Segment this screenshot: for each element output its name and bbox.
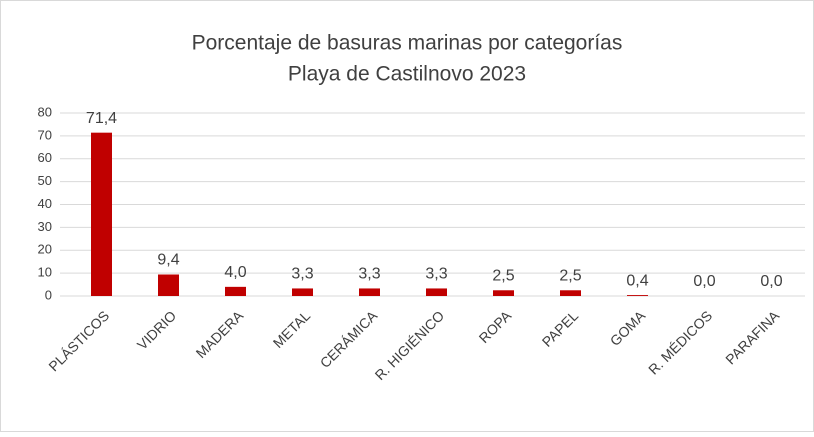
value-label: 71,4 — [86, 110, 117, 127]
value-label: 4,0 — [224, 264, 246, 281]
y-tick-label: 50 — [38, 173, 52, 188]
chart-subtitle: Playa de Castilnovo 2023 — [288, 63, 526, 86]
value-label: 9,4 — [157, 252, 179, 269]
bar — [225, 286, 246, 296]
y-tick-label: 20 — [38, 242, 52, 257]
value-label: 3,3 — [425, 266, 447, 283]
value-label: 2,5 — [492, 268, 514, 285]
y-tick-label: 40 — [38, 196, 52, 211]
chart-title: Porcentaje de basuras marinas por catego… — [192, 32, 623, 55]
value-label: 0,0 — [760, 273, 782, 290]
y-tick-label: 60 — [38, 150, 52, 165]
y-tick-label: 10 — [38, 265, 52, 280]
bar — [292, 288, 313, 296]
y-tick-label: 30 — [38, 219, 52, 234]
bar — [627, 295, 648, 296]
bar — [426, 288, 447, 296]
y-tick-label: 80 — [38, 104, 52, 119]
bar — [158, 274, 179, 296]
bar — [91, 132, 112, 296]
value-label: 3,3 — [358, 266, 380, 283]
value-label: 0,0 — [693, 273, 715, 290]
bar — [493, 290, 514, 296]
y-tick-label: 0 — [45, 287, 52, 302]
value-label: 3,3 — [291, 266, 313, 283]
value-label: 0,4 — [626, 272, 648, 289]
value-label: 2,5 — [559, 268, 581, 285]
y-tick-label: 70 — [38, 127, 52, 142]
bar — [359, 288, 380, 296]
bar — [560, 290, 581, 296]
